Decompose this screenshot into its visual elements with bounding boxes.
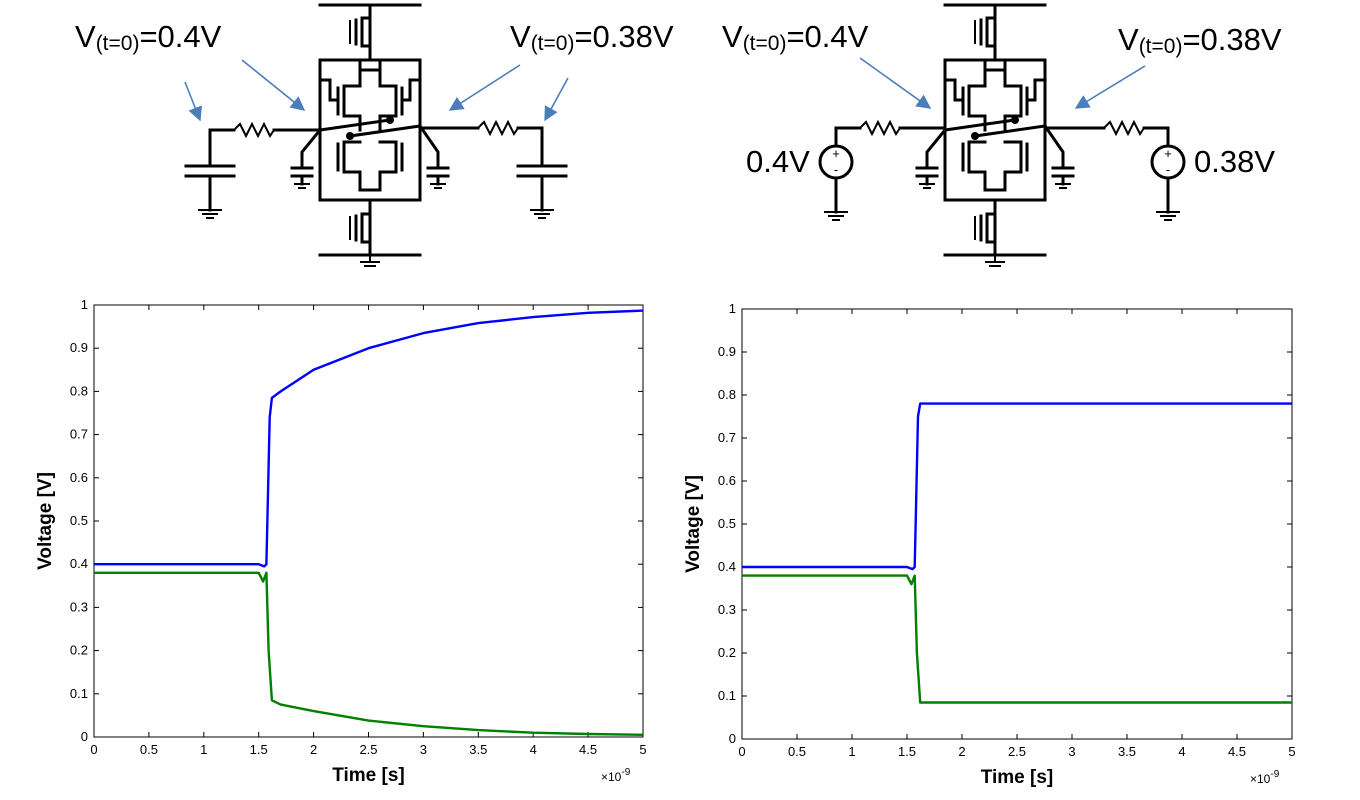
plot-area — [741, 308, 1293, 740]
y-tick-label: 0.8 — [718, 387, 736, 402]
x-tick-label: 5 — [639, 742, 646, 757]
x-tick-label: 2.5 — [359, 742, 377, 757]
arrow-right-node — [448, 64, 521, 111]
x-tick-label: 0 — [738, 744, 745, 759]
x-tick-label: 4 — [530, 742, 537, 757]
arrow-right-node-2 — [1074, 65, 1146, 109]
y-tick-label: 0.5 — [70, 513, 88, 528]
x-tick-label: 1 — [848, 744, 855, 759]
y-tick-label: 0.5 — [718, 516, 736, 531]
x-tick-label: 2.5 — [1008, 744, 1026, 759]
y-tick-label: 0.1 — [718, 688, 736, 703]
x-axis-label: Time [s] — [332, 765, 405, 786]
x-tick-label: 3.5 — [1118, 744, 1136, 759]
right-node-label-2: V(t=0)=0.38V — [1118, 22, 1282, 58]
x-tick-label: 0.5 — [140, 742, 158, 757]
latch-core-left — [290, 3, 450, 268]
source-left-plus: + — [832, 146, 840, 161]
arrow-left-cap — [184, 81, 202, 122]
x-tick-label: 3.5 — [469, 742, 487, 757]
y-axis-label: Voltage [V] — [683, 475, 704, 573]
series-line-0 — [94, 309, 644, 568]
x-axis-label: Time [s] — [981, 767, 1054, 788]
y-tick-label: 0.4 — [70, 556, 88, 571]
y-tick-label: 0 — [81, 729, 88, 744]
series-line-1 — [742, 574, 1292, 704]
x-tick-label: 2 — [958, 744, 965, 759]
x-tick-label: 3 — [1068, 744, 1075, 759]
left-circuit-diagram: V(t=0)=0.4V V(t=0)=0.38V — [75, 3, 674, 268]
arrow-left-node — [241, 59, 306, 111]
x-tick-label: 0 — [90, 742, 97, 757]
y-axis-label: Voltage [V] — [35, 472, 56, 570]
resistor-right — [477, 121, 519, 135]
plot-area — [93, 304, 644, 738]
source-right-minus: - — [1166, 162, 1170, 177]
chart-right: 0 0.5 1 1.5 2 2.5 3 3.5 4 4.5 5 0 0.1 0.2 0.3 0.4 0.5 0.6… — [683, 301, 1296, 788]
right-circuit-diagram: + - 0.4V + - 0.38V V(t=0)=0.4V V(t=0)=0.… — [722, 3, 1282, 268]
x-tick-label: 3 — [420, 742, 427, 757]
resistor-left-2 — [859, 121, 901, 135]
left-node-label-2: V(t=0)=0.4V — [722, 19, 869, 55]
source-left-minus: - — [834, 162, 838, 177]
right-node-label: V(t=0)=0.38V — [510, 19, 674, 55]
y-tick-label: 0.6 — [718, 473, 736, 488]
y-tick-label: 0 — [729, 731, 736, 746]
chart-left: 0 0.5 1 1.5 2 2.5 3 3.5 4 4.5 5 0 0.1 0.2 0.3 0.4 0.5 0.6… — [35, 297, 647, 786]
y-tick-label: 0.8 — [70, 383, 88, 398]
x-axis-exponent: ×10-9 — [1250, 769, 1280, 786]
left-node-label: V(t=0)=0.4V — [75, 19, 222, 55]
y-tick-label: 0.9 — [70, 340, 88, 355]
y-tick-label: 0.4 — [718, 559, 736, 574]
x-tick-label: 0.5 — [788, 744, 806, 759]
series-line-0 — [742, 402, 1292, 571]
y-tick-label: 0.6 — [70, 470, 88, 485]
resistor-left — [233, 123, 275, 137]
x-tick-label: 5 — [1288, 744, 1295, 759]
y-tick-label: 0.7 — [718, 430, 736, 445]
y-tick-label: 0.7 — [70, 427, 88, 442]
x-tick-label: 4.5 — [579, 742, 597, 757]
x-axis-exponent: ×10-9 — [601, 767, 631, 784]
x-tick-label: 4.5 — [1228, 744, 1246, 759]
series-line-1 — [94, 571, 644, 736]
arrow-left-node-2 — [859, 57, 932, 109]
y-tick-label: 1 — [729, 301, 736, 316]
y-tick-label: 1 — [81, 297, 88, 312]
y-tick-label: 0.3 — [718, 602, 736, 617]
y-tick-label: 0.2 — [70, 643, 88, 658]
x-tick-label: 2 — [310, 742, 317, 757]
resistor-right-2 — [1103, 121, 1145, 135]
y-tick-label: 0.9 — [718, 344, 736, 359]
x-tick-label: 1 — [200, 742, 207, 757]
x-tick-label: 1.5 — [898, 744, 916, 759]
y-tick-label: 0.3 — [70, 599, 88, 614]
x-tick-label: 1.5 — [250, 742, 268, 757]
source-left-value: 0.4V — [746, 144, 810, 179]
source-right-value: 0.38V — [1194, 144, 1275, 179]
latch-core-right — [915, 3, 1075, 268]
y-tick-label: 0.2 — [718, 645, 736, 660]
arrow-right-cap — [544, 77, 569, 122]
source-right-plus: + — [1164, 146, 1172, 161]
x-tick-label: 4 — [1178, 744, 1185, 759]
y-tick-label: 0.1 — [70, 686, 88, 701]
